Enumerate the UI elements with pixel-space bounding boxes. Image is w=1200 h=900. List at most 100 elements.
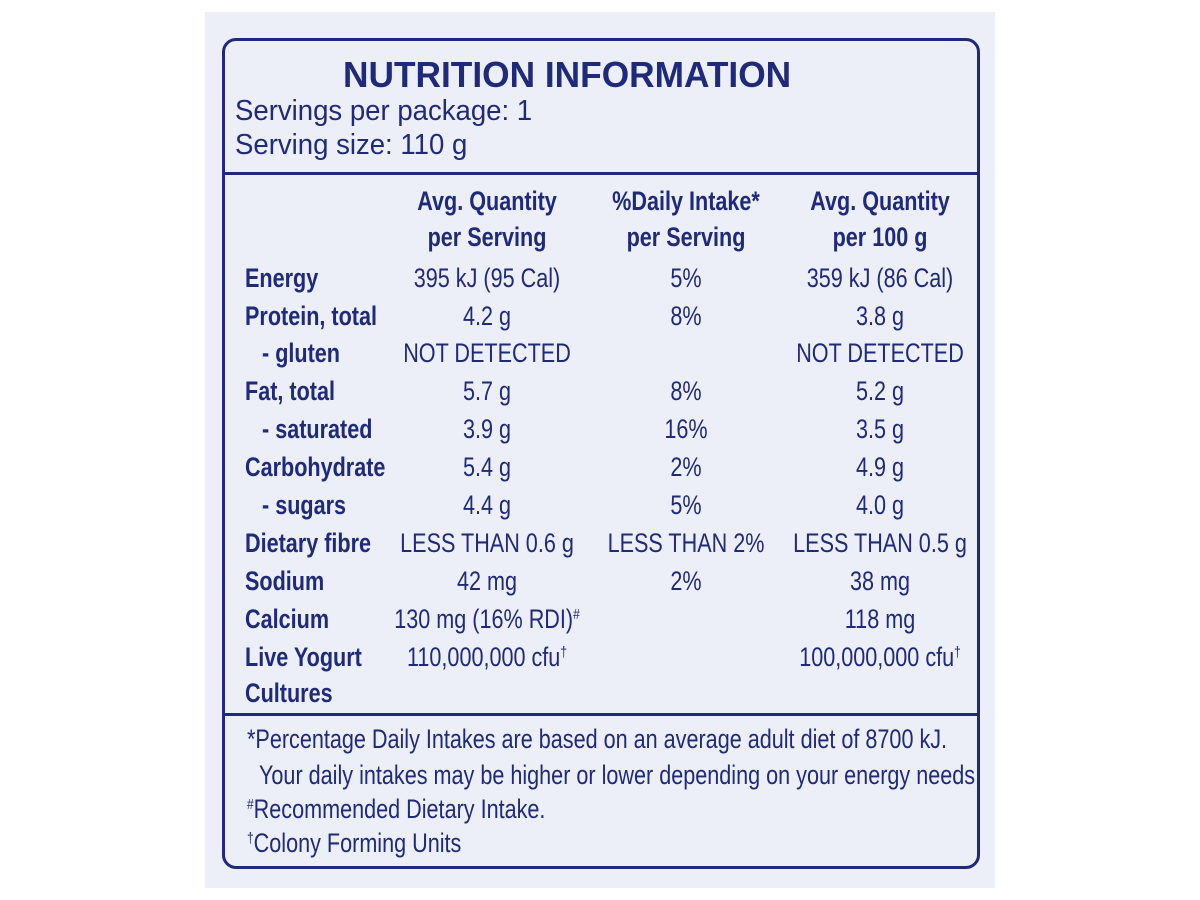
row-label: - gluten	[262, 338, 340, 368]
cell: 5.4 g	[463, 452, 511, 482]
text: Avg. Quantity	[810, 186, 950, 216]
column-header: Avg. Quantity	[417, 186, 557, 216]
text: 100,000,000 cfu	[799, 642, 955, 672]
text: 4.9 g	[855, 452, 905, 482]
cell: 5.2 g	[856, 376, 904, 406]
row-label: Calcium	[245, 604, 329, 634]
text: Sodium	[245, 566, 325, 596]
cell: 4.9 g	[856, 452, 904, 482]
cell: 4.0 g	[856, 490, 904, 520]
footnote: #Recommended Dietary Intake.	[247, 794, 545, 824]
text: 395 kJ (95 Cal)	[413, 263, 561, 293]
text: 5%	[670, 490, 702, 520]
text: Avg. Quantity	[417, 186, 557, 216]
cell: 130 mg (16% RDI)#	[394, 604, 580, 634]
text: 5.4 g	[462, 452, 512, 482]
cell: 3.8 g	[856, 301, 904, 331]
row-label: Sodium	[245, 566, 324, 596]
text: per Serving	[427, 222, 547, 252]
row-label: Fat, total	[245, 376, 335, 406]
text: Energy	[245, 263, 319, 293]
note-mark: †	[954, 644, 961, 661]
divider	[225, 713, 977, 716]
text: Your daily intakes may be higher or lowe…	[259, 760, 982, 790]
text: 4.4 g	[462, 490, 512, 520]
row-label: Cultures	[245, 678, 333, 708]
text: - saturated	[262, 414, 373, 444]
cell: LESS THAN 0.5 g	[793, 528, 967, 558]
label-background	[205, 12, 995, 888]
text: 8%	[670, 301, 702, 331]
text: Protein, total	[245, 301, 378, 331]
text: *Percentage Daily Intakes are based on a…	[247, 724, 948, 754]
cell: 4.4 g	[463, 490, 511, 520]
cell: LESS THAN 2%	[608, 528, 765, 558]
cell: 118 mg	[845, 604, 915, 634]
column-header: %Daily Intake*	[612, 186, 760, 216]
text: - gluten	[262, 338, 340, 368]
cell: 2%	[670, 566, 701, 596]
text: 110,000,000 cfu	[406, 642, 561, 672]
text: 2%	[670, 566, 702, 596]
text: 3.8 g	[855, 301, 905, 331]
text: Live Yogurt	[245, 642, 362, 672]
cell: LESS THAN 0.6 g	[400, 528, 574, 558]
column-header: per Serving	[428, 222, 547, 252]
text: 130 mg (16% RDI)	[394, 604, 574, 634]
row-label: Energy	[245, 263, 318, 293]
footnote: Your daily intakes may be higher or lowe…	[259, 760, 981, 790]
cell: NOT DETECTED	[796, 338, 964, 368]
text: 42 mg	[456, 566, 518, 596]
cell: 359 kJ (86 Cal)	[807, 263, 953, 293]
text: - sugars	[262, 490, 347, 520]
text: 3.9 g	[462, 414, 512, 444]
divider	[225, 172, 977, 175]
cell: 5%	[670, 490, 701, 520]
cell: 5%	[670, 263, 701, 293]
cell: 110,000,000 cfu†	[407, 642, 567, 672]
text: 16%	[664, 414, 708, 444]
text: Cultures	[245, 678, 333, 708]
row-label: Dietary fibre	[245, 528, 371, 558]
note-mark: †	[560, 644, 568, 661]
cell: 395 kJ (95 Cal)	[414, 263, 560, 293]
cell: 3.9 g	[463, 414, 511, 444]
text: per 100 g	[832, 222, 928, 252]
servings: Servings per package: 1	[235, 95, 533, 127]
text: 3.5 g	[855, 414, 905, 444]
text: 2%	[670, 452, 702, 482]
cell: 100,000,000 cfu†	[799, 642, 961, 672]
cell: 5.7 g	[463, 376, 511, 406]
text: per Serving	[626, 222, 746, 252]
text: LESS THAN 2%	[607, 528, 765, 558]
footnote: †Colony Forming Units	[247, 828, 461, 858]
text: Dietary fibre	[245, 528, 372, 558]
text: 4.2 g	[462, 301, 512, 331]
text: LESS THAN 0.5 g	[793, 528, 967, 558]
title: NUTRITION INFORMATION	[343, 54, 792, 95]
text: NOT DETECTED	[403, 338, 571, 368]
text: 4.0 g	[855, 490, 905, 520]
cell: 38 mg	[850, 566, 910, 596]
row-label: Live Yogurt	[245, 642, 362, 672]
cell: NOT DETECTED	[403, 338, 571, 368]
cell: 42 mg	[457, 566, 517, 596]
text: 5.7 g	[462, 376, 512, 406]
label-border	[222, 38, 980, 869]
cell: 16%	[664, 414, 707, 444]
text: Carbohydrate	[245, 452, 386, 482]
row-label: Carbohydrate	[245, 452, 385, 482]
note-mark: #	[247, 796, 254, 813]
text: 8%	[670, 376, 702, 406]
text: 5.2 g	[855, 376, 905, 406]
text: 5%	[670, 263, 702, 293]
serving-size: Serving size: 110 g	[235, 129, 468, 161]
column-header: per Serving	[627, 222, 746, 252]
text: %Daily Intake*	[612, 186, 760, 216]
text: 359 kJ (86 Cal)	[806, 263, 954, 293]
row-label: - saturated	[262, 414, 372, 444]
note-mark: #	[573, 606, 580, 623]
text: Calcium	[245, 604, 330, 634]
text: Colony Forming Units	[253, 828, 462, 858]
